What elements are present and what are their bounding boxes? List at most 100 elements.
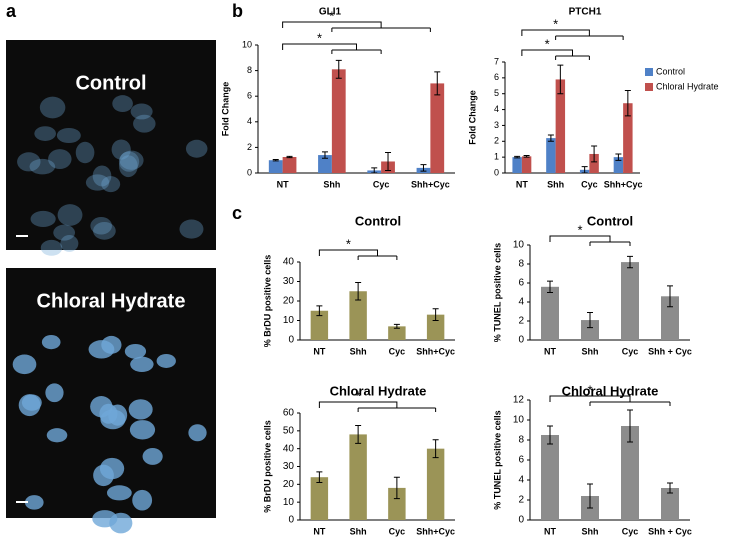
significance-mark: * [329, 8, 334, 23]
error-bar [581, 166, 588, 174]
y-axis-label: % TUNEL positive cells [492, 243, 502, 342]
error-bar [371, 167, 378, 174]
y-tick-label: 4 [518, 475, 524, 486]
bar [388, 326, 406, 340]
error-bar [393, 476, 400, 500]
nucleus [85, 174, 110, 191]
y-tick-label: 20 [283, 296, 295, 307]
error-bar [667, 285, 673, 308]
significance-mark: * [587, 382, 592, 397]
significance-bracket [521, 29, 624, 40]
x-tick-label: Shh+Cyc [604, 179, 643, 189]
error-bar [385, 152, 392, 171]
error-bar [667, 482, 673, 494]
nucleus [17, 152, 41, 172]
error-bar [547, 425, 553, 445]
y-tick-label: 8 [518, 259, 524, 270]
nucleus [185, 139, 208, 158]
y-tick-label: 2 [518, 495, 524, 506]
micrograph [6, 40, 216, 250]
y-tick-label: 1 [494, 152, 499, 162]
nucleus [99, 457, 125, 480]
error-bar [316, 471, 323, 484]
y-tick-label: 20 [283, 479, 295, 490]
y-tick-label: 2 [518, 316, 524, 327]
significance-mark: * [553, 16, 558, 31]
nucleus [119, 150, 144, 170]
y-tick-label: 6 [247, 91, 252, 101]
bar [310, 477, 329, 520]
nucleus [56, 127, 81, 144]
bar [512, 157, 522, 173]
bar [521, 156, 532, 173]
bar [426, 448, 445, 520]
y-tick-label: 5 [494, 88, 499, 98]
nucleus [48, 149, 72, 169]
nucleus [40, 239, 63, 256]
error-bar [591, 145, 598, 163]
legend-label: Chloral Hydrate [656, 81, 719, 91]
panel-label: a [6, 1, 17, 21]
nucleus [29, 158, 56, 175]
significance-bracket [282, 21, 431, 32]
y-axis-label: % BrDU positive cells [262, 255, 272, 348]
nucleus [188, 424, 207, 442]
significance-mark: * [346, 236, 351, 251]
bar [621, 426, 639, 520]
nucleus [132, 489, 153, 511]
nucleus [46, 428, 68, 443]
nucleus [34, 126, 56, 141]
panel-label: c [232, 203, 242, 223]
nuclei [12, 95, 208, 534]
error-bar [432, 308, 439, 321]
y-axis-label: % TUNEL positive cells [492, 410, 502, 509]
nucleus [128, 399, 153, 420]
significance-bracket [318, 249, 398, 260]
bar [623, 103, 633, 173]
bar [318, 155, 332, 173]
bar [613, 157, 624, 173]
error-bar [547, 134, 554, 142]
nucleus [39, 96, 66, 119]
nucleus [118, 151, 140, 172]
x-tick-label: Shh + Cyc [648, 526, 692, 536]
error-bar [286, 155, 293, 159]
legend-label: Control [656, 66, 685, 76]
error-bar [420, 164, 427, 172]
legend-swatch [645, 68, 653, 76]
x-tick-label: Shh+Cyc [416, 526, 455, 536]
x-tick-label: Cyc [622, 346, 639, 356]
bar [555, 79, 566, 173]
nucleus [130, 356, 154, 372]
significance-mark: * [356, 388, 361, 403]
y-axis-label: % BrDU positive cells [262, 420, 272, 513]
nucleus [88, 340, 115, 359]
bar [349, 291, 367, 340]
panel-label: b [232, 1, 243, 21]
x-tick-label: NT [544, 526, 556, 536]
nucleus [124, 343, 147, 359]
bar [546, 138, 556, 173]
y-tick-label: 60 [283, 408, 295, 419]
y-tick-label: 50 [283, 425, 295, 436]
significance-bracket [282, 43, 382, 54]
nucleus [93, 221, 116, 240]
error-bar [587, 311, 593, 329]
y-tick-label: 30 [283, 276, 295, 287]
y-axis-label: Fold Change [467, 90, 477, 145]
error-bar [355, 281, 362, 301]
y-tick-label: 0 [494, 167, 499, 177]
y-tick-label: 0 [518, 515, 524, 526]
nucleus [18, 394, 41, 417]
significance-bracket [549, 235, 631, 246]
error-bar [587, 483, 593, 509]
nucleus [90, 217, 112, 235]
y-tick-label: 10 [283, 497, 295, 508]
image-label: Chloral Hydrate [37, 290, 186, 312]
error-bar [523, 155, 530, 158]
bar [541, 286, 559, 340]
nucleus [142, 448, 163, 465]
y-tick-label: 10 [283, 315, 295, 326]
y-tick-label: 40 [283, 443, 295, 454]
bar [589, 153, 599, 173]
